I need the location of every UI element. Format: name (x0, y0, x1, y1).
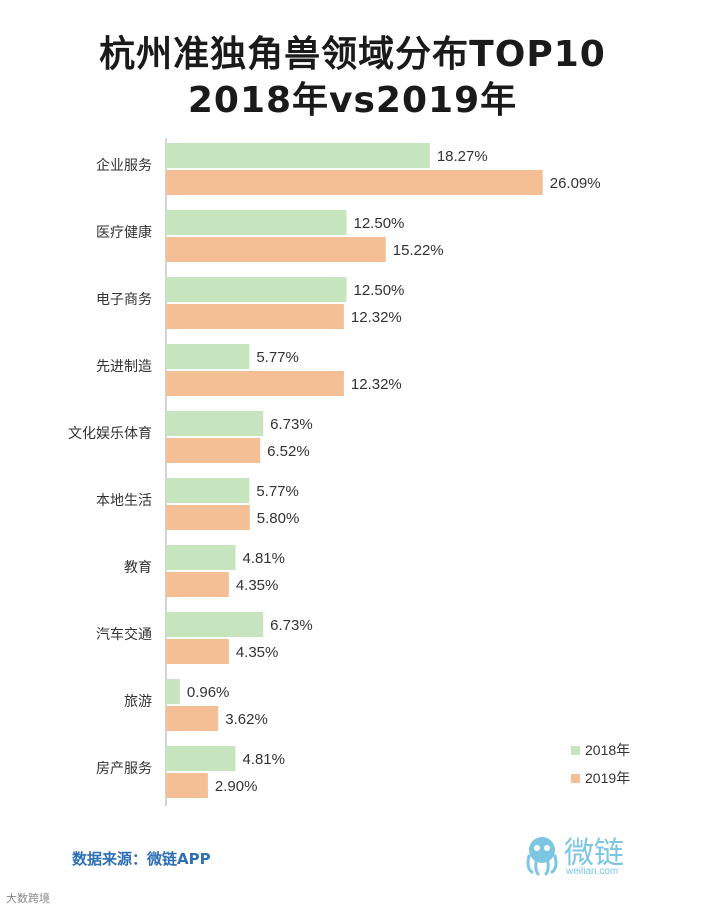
bar-2019 (166, 170, 543, 195)
data-label: 12.32% (351, 376, 402, 393)
bar-2018 (166, 344, 250, 369)
bar-2019 (166, 438, 261, 463)
logo-text: 微链 (564, 836, 624, 871)
weilian-logo: 微链 weilian.com (520, 826, 640, 884)
data-label: 12.50% (354, 282, 405, 299)
chart-title: 杭州准独角兽领域分布TOP10 2018年vs2019年 (0, 32, 705, 124)
bar-2018 (166, 679, 180, 704)
category-label: 企业服务 (96, 157, 152, 174)
data-label: 6.52% (267, 443, 310, 460)
legend-swatch-2019 (571, 774, 580, 783)
category-label: 房产服务 (96, 761, 152, 777)
bar-2018 (166, 210, 347, 235)
data-source-note: 数据来源：微链APP (72, 850, 211, 868)
data-label: 4.35% (236, 577, 279, 594)
bar-2019 (166, 639, 229, 664)
data-label: 12.50% (354, 215, 405, 232)
legend-swatch-2018 (571, 746, 580, 755)
category-label: 本地生活 (96, 493, 152, 509)
bar-2019 (166, 304, 344, 329)
category-label: 教育 (124, 560, 152, 576)
data-label: 5.77% (256, 349, 299, 366)
legend-label: 2018年 (585, 742, 630, 758)
category-label: 电子商务 (96, 292, 152, 308)
category-label: 文化娱乐体育 (68, 426, 152, 442)
bar-2018 (166, 746, 236, 771)
bar-2018 (166, 277, 347, 302)
category-label: 先进制造 (96, 359, 152, 375)
chart-title-line1: 杭州准独角兽领域分布TOP10 (99, 34, 606, 75)
data-label: 15.22% (393, 242, 444, 259)
data-label: 4.35% (236, 644, 279, 661)
bar-2019 (166, 371, 344, 396)
data-label: 4.81% (242, 550, 285, 567)
bar-2018 (166, 478, 250, 503)
bar-2019 (166, 773, 208, 798)
bar-2018 (166, 411, 264, 436)
category-label: 汽车交通 (96, 626, 152, 643)
data-label: 3.62% (225, 711, 268, 728)
bar-2019 (166, 505, 250, 530)
data-label: 4.81% (242, 751, 285, 768)
octopus-logo-icon (526, 837, 558, 876)
bar-2019 (166, 706, 219, 731)
bar-2019 (166, 572, 229, 597)
data-label: 18.27% (437, 148, 488, 165)
data-label: 26.09% (550, 175, 601, 192)
category-label: 旅游 (124, 694, 152, 710)
bar-2018 (166, 612, 264, 637)
data-label: 0.96% (187, 684, 230, 701)
data-label: 12.32% (351, 309, 402, 326)
bar-2018 (166, 545, 236, 570)
bar-2018 (166, 143, 430, 168)
watermark: 大数跨境 (6, 892, 50, 905)
category-label: 医疗健康 (96, 224, 152, 241)
data-label: 2.90% (215, 778, 258, 795)
data-label: 6.73% (270, 416, 313, 433)
legend-label: 2019年 (585, 770, 630, 786)
data-label: 6.73% (270, 617, 313, 634)
data-label: 5.80% (257, 510, 300, 527)
bar-2019 (166, 237, 386, 262)
logo-url: weilian.com (566, 866, 619, 877)
data-label: 5.77% (256, 483, 299, 500)
chart-title-line2: 2018年vs2019年 (187, 80, 518, 121)
